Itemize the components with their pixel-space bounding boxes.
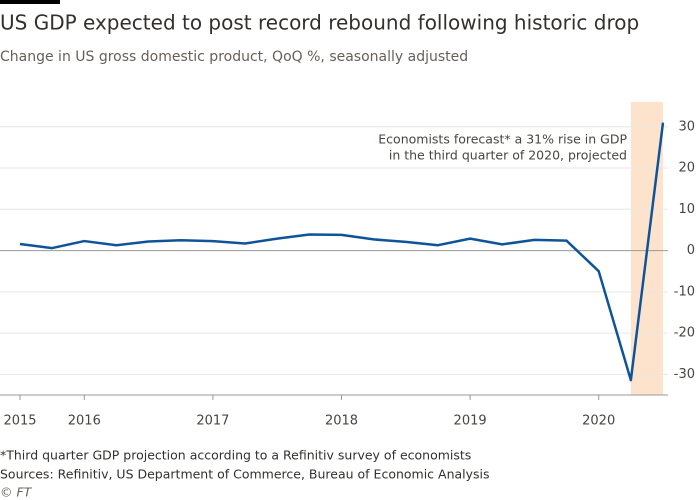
chart-subtitle: Change in US gross domestic product, QoQ… [0, 49, 468, 65]
annotation: in the third quarter of 2020, projected [389, 148, 627, 163]
annotation: Economists forecast* a 31% rise in GDP [378, 132, 627, 147]
y-tick-label: -20 [674, 326, 695, 341]
y-tick-label: 10 [678, 202, 695, 217]
x-tick-label: 2019 [454, 414, 487, 429]
x-tick-label: 2015 [3, 414, 36, 429]
data-line [19, 122, 665, 382]
y-tick-label: -30 [674, 367, 695, 382]
x-tick-label: 2016 [68, 414, 101, 429]
y-tick-label: 30 [678, 119, 695, 134]
y-tick-label: 20 [678, 161, 695, 176]
chart-title: US GDP expected to post record rebound f… [0, 11, 639, 35]
credit: © FT [0, 485, 33, 500]
x-tick-label: 2020 [582, 414, 615, 429]
footnote: *Third quarter GDP projection according … [0, 448, 471, 463]
x-tick-label: 2017 [196, 414, 229, 429]
y-tick-label: -10 [674, 284, 695, 299]
x-tick-label: 2018 [325, 414, 358, 429]
brand-bar [0, 0, 60, 4]
y-tick-label: 0 [687, 243, 695, 258]
source: Sources: Refinitiv, US Department of Com… [0, 467, 490, 482]
